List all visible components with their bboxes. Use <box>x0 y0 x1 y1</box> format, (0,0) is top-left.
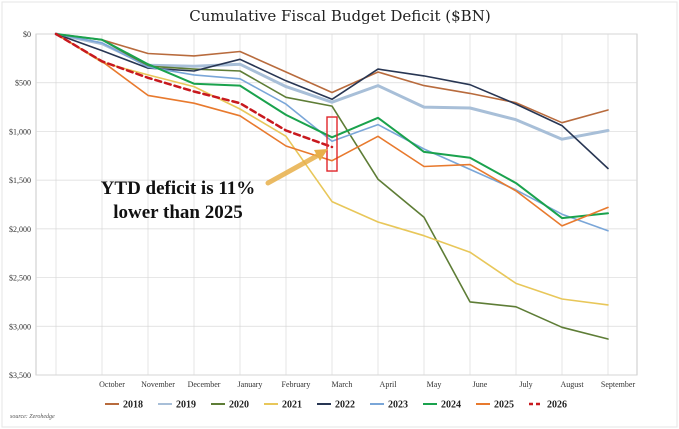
series-line-2018 <box>55 33 609 124</box>
x-axis: October November December January February Ma… <box>99 380 635 389</box>
legend-label-2026: 2026 <box>547 400 567 411</box>
x-tick-label: March <box>332 380 353 389</box>
series-lines <box>54 32 610 340</box>
annotation-line-1: YTD deficit is 11% <box>101 178 256 199</box>
annotation-line-2: lower than 2025 <box>113 202 242 223</box>
x-tick-label: October <box>99 380 125 389</box>
x-tick-label: November <box>141 380 175 389</box>
series-line-2024 <box>55 33 609 220</box>
grid <box>35 33 638 376</box>
x-tick-label: June <box>473 380 488 389</box>
y-tick-label: $3,500 <box>9 371 31 380</box>
y-tick-label: $0 <box>23 30 31 39</box>
legend-label-2024: 2024 <box>441 400 461 411</box>
legend-label-2023: 2023 <box>388 400 408 411</box>
y-tick-label: $2,000 <box>9 225 31 234</box>
source-note: source: Zerohedge <box>10 414 55 420</box>
highlight-box <box>326 116 338 172</box>
legend-label-2020: 2020 <box>229 400 249 411</box>
legend-label-2019: 2019 <box>176 400 196 411</box>
x-tick-label: May <box>427 380 442 389</box>
x-tick-label: January <box>238 380 263 389</box>
highlight <box>265 116 338 186</box>
y-tick-label: $500 <box>15 79 31 88</box>
y-axis: $0 $500 $1,000 $1,500 $2,000 $2,500 $3,000 $3,5… <box>9 30 31 380</box>
series-line-2026 <box>54 32 334 149</box>
legend-label-2022: 2022 <box>335 400 355 411</box>
y-tick-label: $1,000 <box>9 127 31 136</box>
x-tick-label: December <box>188 380 221 389</box>
annotation-arrow <box>265 150 325 186</box>
series-line-2022 <box>55 33 609 170</box>
legend-label-2025: 2025 <box>494 400 514 411</box>
x-tick-label: July <box>519 380 532 389</box>
x-tick-label: August <box>560 380 584 389</box>
annotation-arrowhead <box>314 149 328 162</box>
x-tick-label: April <box>380 380 398 389</box>
series-line-2025 <box>55 33 609 227</box>
legend-label-2018: 2018 <box>123 400 143 411</box>
annotation: YTD deficit is 11% lower than 2025 <box>101 178 256 223</box>
legend-label-2021: 2021 <box>282 400 302 411</box>
x-tick-label: September <box>601 380 636 389</box>
x-tick-label: February <box>282 380 311 389</box>
series-line-2023 <box>55 33 609 232</box>
series-line-2021 <box>55 33 609 306</box>
legend: 2018 2019 2020 2021 2022 2023 2024 2025 2026 <box>105 400 567 411</box>
y-tick-label: $1,500 <box>9 176 31 185</box>
chart-title: Cumulative Fiscal Budget Deficit ($BN) <box>189 7 490 25</box>
y-tick-label: $3,000 <box>9 322 31 331</box>
y-tick-label: $2,500 <box>9 274 31 283</box>
